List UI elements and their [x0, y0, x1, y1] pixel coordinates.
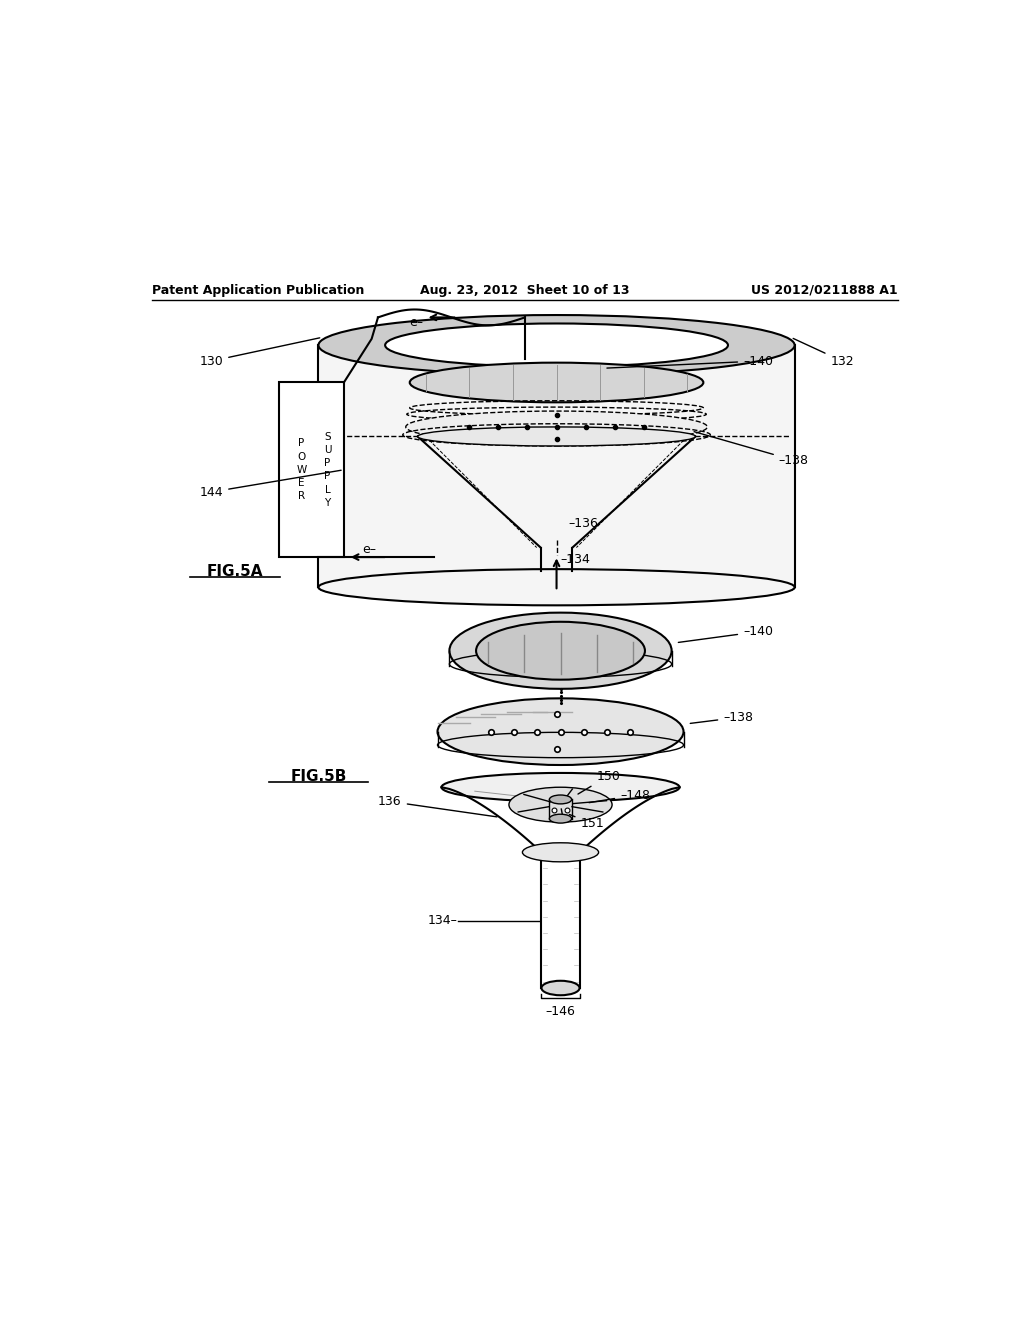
Ellipse shape	[522, 842, 599, 862]
Ellipse shape	[542, 981, 580, 995]
Text: US 2012/0211888 A1: US 2012/0211888 A1	[752, 284, 898, 297]
Ellipse shape	[509, 787, 612, 822]
Text: –138: –138	[694, 432, 809, 467]
Ellipse shape	[318, 569, 795, 606]
Text: FIG.5A: FIG.5A	[207, 564, 263, 579]
Text: 132: 132	[794, 338, 854, 367]
Text: –148: –148	[589, 788, 650, 803]
Text: e–: e–	[362, 543, 376, 556]
Ellipse shape	[418, 426, 695, 446]
Ellipse shape	[550, 795, 571, 804]
Text: 130: 130	[200, 338, 319, 367]
Text: –134: –134	[560, 553, 591, 566]
Text: –136: –136	[568, 517, 598, 531]
Ellipse shape	[406, 411, 708, 442]
Text: P
O
W
E
R: P O W E R	[296, 438, 306, 502]
Text: 134–: 134–	[427, 913, 458, 927]
Text: –146: –146	[546, 1006, 575, 1018]
Text: 150: 150	[578, 770, 621, 795]
Ellipse shape	[450, 612, 672, 689]
Polygon shape	[318, 346, 795, 587]
Ellipse shape	[441, 774, 680, 801]
Text: e–: e–	[410, 317, 424, 330]
Text: –140: –140	[678, 626, 773, 643]
Text: 151: 151	[569, 814, 604, 830]
Text: Patent Application Publication: Patent Application Publication	[152, 284, 365, 297]
Text: 144: 144	[200, 470, 341, 499]
Ellipse shape	[410, 363, 703, 403]
Ellipse shape	[476, 622, 645, 680]
Ellipse shape	[385, 323, 728, 367]
Text: –140: –140	[607, 355, 773, 368]
Text: FIG.5B: FIG.5B	[290, 768, 347, 784]
Ellipse shape	[437, 698, 684, 766]
Ellipse shape	[550, 814, 571, 824]
FancyBboxPatch shape	[279, 383, 344, 557]
Ellipse shape	[318, 315, 795, 375]
Text: –138: –138	[690, 711, 754, 723]
Text: S
U
P
P
L
Y: S U P P L Y	[324, 432, 332, 508]
Text: 136: 136	[378, 795, 497, 817]
Text: Aug. 23, 2012  Sheet 10 of 13: Aug. 23, 2012 Sheet 10 of 13	[420, 284, 630, 297]
